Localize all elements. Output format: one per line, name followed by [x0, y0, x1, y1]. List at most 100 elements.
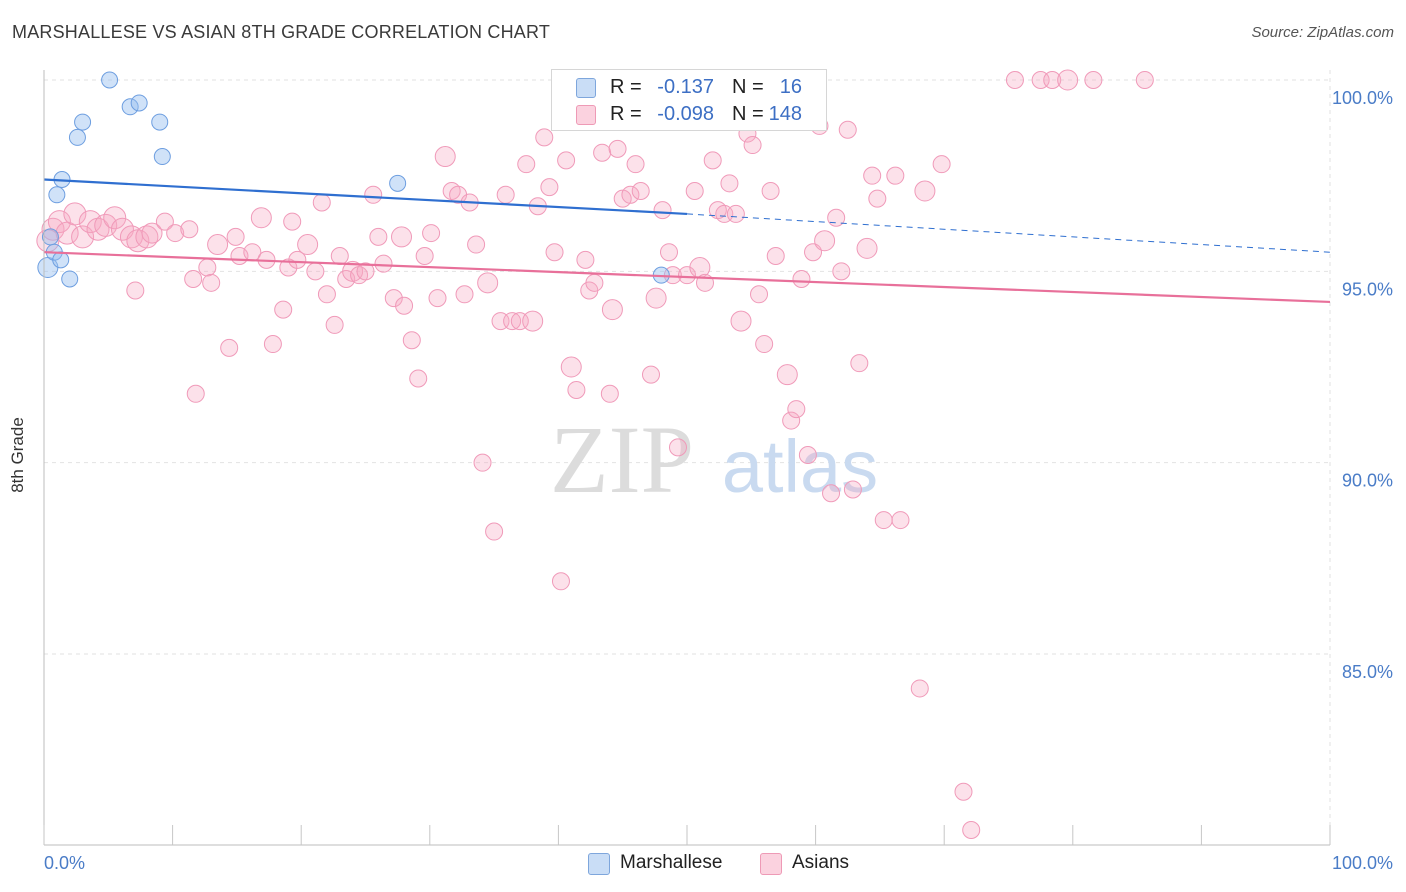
marshallese-trend-line	[43, 178, 688, 216]
asians-point	[186, 384, 205, 403]
asians-point	[103, 206, 127, 230]
asians-point	[621, 185, 640, 204]
asians-point	[750, 285, 769, 304]
asians-point	[364, 185, 383, 204]
asians-point	[827, 208, 846, 227]
asians-point	[126, 229, 150, 253]
legend-n-label: N =	[732, 76, 764, 98]
asians-point	[391, 226, 413, 248]
asians-point	[792, 269, 811, 288]
asians-point	[180, 220, 199, 239]
legend-row-asians: R = -0.098 N = 148	[552, 100, 826, 128]
marshallese-point	[61, 270, 79, 288]
asians-point	[659, 243, 678, 262]
asians-point	[226, 227, 245, 246]
asians-point	[428, 289, 447, 308]
asians-point	[325, 315, 344, 334]
axes	[43, 70, 1331, 846]
marshallese-trend-extension	[686, 213, 1331, 253]
asians-point	[814, 230, 836, 252]
asians-point	[473, 453, 492, 472]
asians-point	[787, 400, 806, 419]
asians-point	[330, 247, 349, 266]
asians-point	[477, 272, 499, 294]
trend-lines	[43, 178, 1331, 304]
asians-point	[71, 225, 95, 249]
asians-point	[863, 166, 882, 185]
asians-point	[496, 185, 515, 204]
asians-point	[312, 193, 331, 212]
asians-points	[36, 69, 1154, 840]
asians-point	[822, 484, 841, 503]
asians-point	[868, 189, 887, 208]
asians-point	[356, 262, 375, 281]
asians-point	[932, 155, 951, 174]
asians-point	[384, 289, 403, 308]
asians-point	[720, 174, 739, 193]
x-tick-label: 0.0%	[44, 853, 85, 873]
marshallese-point	[389, 174, 407, 192]
x-tick-label: 100.0%	[1332, 853, 1393, 873]
asians-point	[63, 202, 87, 226]
asians-point	[668, 438, 687, 457]
asians-point	[207, 234, 229, 256]
asians-point	[288, 250, 307, 269]
legend-r-value: -0.137	[657, 76, 714, 98]
asians-point	[914, 180, 936, 202]
asians-point	[730, 310, 752, 332]
legend-n-value: 148	[768, 103, 802, 125]
asians-point	[593, 143, 612, 162]
asians-point	[297, 234, 319, 256]
asians-point	[263, 335, 282, 354]
asians-point	[283, 212, 302, 231]
asians-point	[374, 254, 393, 273]
legend-row-marshallese: R = -0.137 N = 16	[552, 73, 826, 101]
asians-point	[891, 511, 910, 530]
asians-point	[886, 166, 905, 185]
asians-point	[551, 572, 570, 591]
asians-point	[198, 258, 217, 277]
y-tick-label: 85.0%	[1342, 662, 1393, 682]
asians-point	[703, 151, 722, 170]
asians-point	[517, 155, 536, 174]
marshallese-point	[130, 94, 148, 112]
asians-point	[962, 821, 981, 840]
stats-legend: R = -0.137 N = 16 R = -0.098 N = 148	[551, 69, 827, 131]
asians-point	[910, 679, 929, 698]
asians-point	[631, 181, 650, 200]
asians-point	[141, 222, 163, 244]
asians-swatch	[760, 853, 782, 875]
asians-point	[415, 247, 434, 266]
asians-point	[369, 227, 388, 246]
asians-point	[47, 210, 71, 234]
asians-point	[743, 136, 762, 155]
watermark: ZIP atlas	[550, 406, 878, 513]
tick-labels: 100.0% 95.0% 90.0% 85.0% 0.0% 100.0%	[44, 88, 1393, 873]
asians-point	[540, 178, 559, 197]
asians-point	[522, 310, 544, 332]
asians-point	[645, 287, 667, 309]
asians-point	[874, 511, 893, 530]
legend-swatch-asians	[576, 105, 596, 125]
asians-point	[184, 269, 203, 288]
marshallese-label: Marshallese	[620, 852, 723, 873]
asians-point	[726, 204, 745, 223]
marshallese-point	[48, 186, 66, 204]
legend-swatch-marshallese	[576, 78, 596, 98]
y-tick-label: 95.0%	[1342, 279, 1393, 299]
asians-point	[306, 262, 325, 281]
asians-point	[761, 181, 780, 200]
y-tick-label: 90.0%	[1342, 471, 1393, 491]
marshallese-points	[37, 71, 670, 288]
asians-point	[832, 262, 851, 281]
asians-point	[535, 128, 554, 147]
asians-point	[755, 335, 774, 354]
legend-r-label: R =	[610, 76, 642, 98]
asians-point	[678, 266, 696, 285]
asians-point	[409, 369, 428, 388]
asians-point	[485, 522, 504, 541]
asians-point	[279, 258, 298, 277]
asians-point	[567, 380, 586, 399]
asians-point	[954, 782, 973, 801]
